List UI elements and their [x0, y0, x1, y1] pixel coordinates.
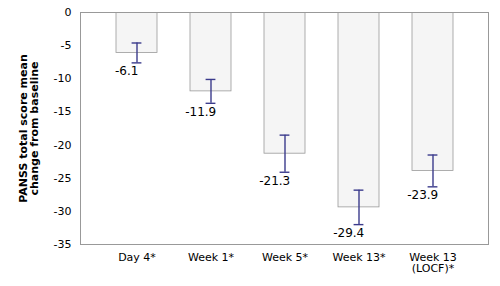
svg-text:-10: -10: [54, 72, 72, 85]
svg-text:-5: -5: [61, 39, 72, 52]
svg-text:Week 13*: Week 13*: [332, 251, 386, 264]
svg-text:-35: -35: [54, 238, 72, 251]
svg-text:Week 1*: Week 1*: [188, 251, 235, 264]
svg-text:Week 5*: Week 5*: [262, 251, 309, 264]
svg-text:Week 13(LOCF)*: Week 13(LOCF)*: [409, 251, 457, 275]
svg-text:-23.9: -23.9: [407, 188, 438, 202]
svg-text:-20: -20: [54, 139, 72, 152]
svg-text:Day 4*: Day 4*: [118, 251, 156, 264]
svg-text:-21.3: -21.3: [259, 174, 290, 188]
svg-text:-11.9: -11.9: [185, 105, 216, 119]
svg-text:-25: -25: [54, 172, 72, 185]
svg-text:0: 0: [65, 6, 72, 19]
svg-text:PANSS total score meanchange f: PANSS total score meanchange from baseli…: [17, 54, 41, 203]
svg-text:-29.4: -29.4: [333, 226, 364, 240]
svg-text:-15: -15: [54, 105, 72, 118]
svg-text:-6.1: -6.1: [115, 64, 138, 78]
svg-text:-30: -30: [54, 205, 72, 218]
